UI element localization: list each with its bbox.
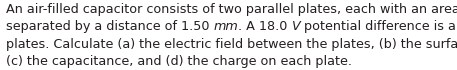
Text: An air-filled capacitor consists of two parallel plates, each with an area of 8.: An air-filled capacitor consists of two … (6, 3, 457, 16)
Text: mm: mm (213, 20, 238, 33)
Text: (c) the capacitance, and (d) the charge on each plate.: (c) the capacitance, and (d) the charge … (6, 55, 352, 68)
Text: V: V (292, 20, 300, 33)
Text: potential difference is applied to these: potential difference is applied to these (300, 20, 457, 33)
Text: plates. Calculate (a) the electric field between the plates, (b) the surface cha: plates. Calculate (a) the electric field… (6, 38, 457, 51)
Text: . A 18.0: . A 18.0 (238, 20, 292, 33)
Text: separated by a distance of 1.50: separated by a distance of 1.50 (6, 20, 213, 33)
